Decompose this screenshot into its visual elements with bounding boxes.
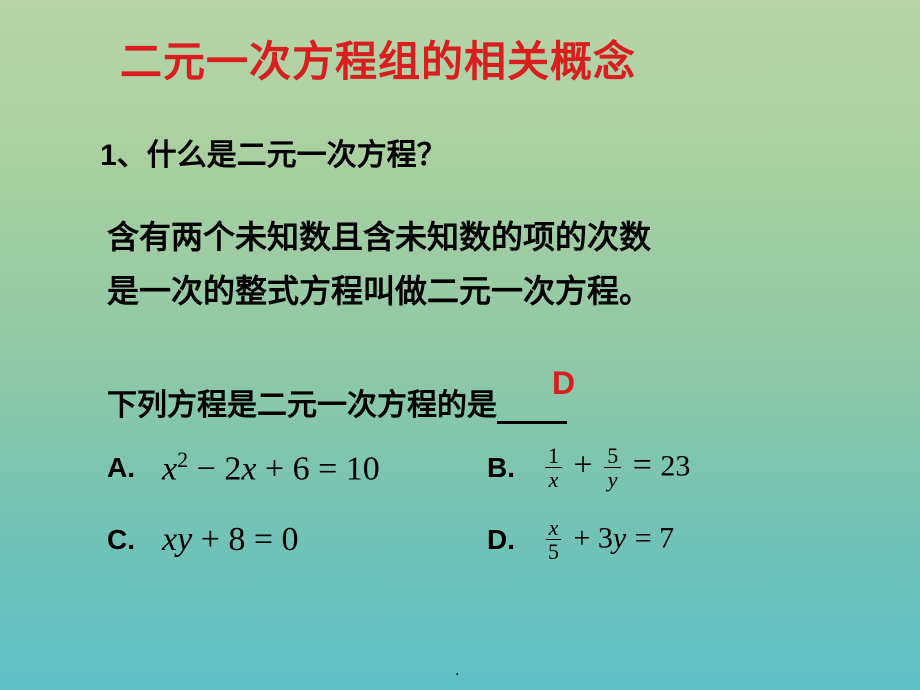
definition-text: 含有两个未知数且含未知数的项的次数 是一次的整式方程叫做二元一次方程。: [107, 210, 651, 319]
equation-d: x5 + 3y = 7: [542, 516, 674, 563]
option-label-d: D.: [487, 524, 542, 556]
page-title: 二元一次方程组的相关概念: [120, 28, 636, 89]
definition-line-1: 含有两个未知数且含未知数的项的次数: [107, 219, 651, 255]
answer-blank: [497, 421, 567, 424]
equation-a: x2 − 2x + 6 = 10: [162, 447, 380, 488]
option-label-a: A.: [107, 452, 162, 484]
option-row-c: C. xy + 8 = 0 D. x5 + 3y = 7: [107, 516, 690, 563]
question-text: 1、什么是二元一次方程？: [100, 130, 447, 174]
equation-b: 1x + 5y = 23: [542, 444, 690, 491]
exercise-text: 下列方程是二元一次方程的是: [107, 389, 497, 422]
definition-line-2: 是一次的整式方程叫做二元一次方程。: [107, 273, 651, 309]
exercise-prompt: 下列方程是二元一次方程的是: [107, 380, 567, 424]
footer-dot: .: [455, 662, 459, 680]
option-label-b: B.: [487, 452, 542, 484]
option-row-a: A. x2 − 2x + 6 = 10 B. 1x + 5y = 23: [107, 444, 690, 491]
option-label-c: C.: [107, 524, 162, 556]
options-block: A. x2 − 2x + 6 = 10 B. 1x + 5y = 23 C. x…: [107, 444, 690, 588]
exercise-answer: D: [552, 365, 575, 402]
equation-c: xy + 8 = 0: [162, 521, 299, 559]
